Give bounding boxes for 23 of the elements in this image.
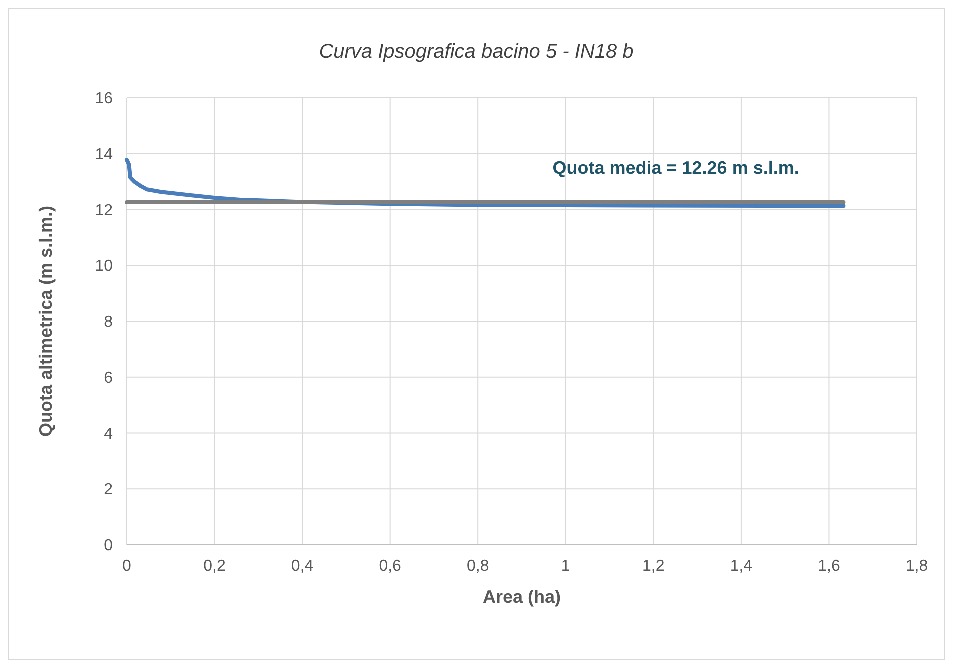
x-tick-label: 0,4 (291, 558, 314, 575)
x-tick-label: 1,2 (642, 558, 665, 575)
y-tick-label: 4 (104, 426, 114, 443)
x-tick-label: 1 (561, 558, 570, 575)
y-tick-label: 6 (104, 370, 114, 387)
y-tick-label: 10 (95, 258, 114, 276)
x-tick-label: 1,6 (818, 558, 840, 575)
y-tick-label: 0 (104, 538, 114, 555)
x-tick-label: 1,8 (906, 558, 928, 575)
annotation: Quota media = 12.26 m s.l.m. (552, 158, 800, 178)
y-tick-label: 8 (104, 314, 114, 332)
y-axis-title: Quota altimetrica (m s.l.m.) (36, 206, 56, 438)
y-tick-label: 14 (95, 146, 114, 164)
x-tick-label: 0,2 (204, 558, 226, 575)
x-tick-label: 0,8 (466, 558, 490, 575)
x-tick-label: 0,6 (379, 558, 402, 575)
x-tick-label: 0 (122, 558, 132, 575)
x-tick-label: 1,4 (730, 558, 753, 575)
y-tick-label: 16 (95, 90, 114, 108)
y-tick-label: 12 (95, 202, 114, 220)
y-tick-label: 2 (104, 482, 114, 499)
chart-title: Curva Ipsografica bacino 5 - IN18 b (319, 41, 634, 63)
x-axis-title: Area (ha) (482, 587, 562, 607)
